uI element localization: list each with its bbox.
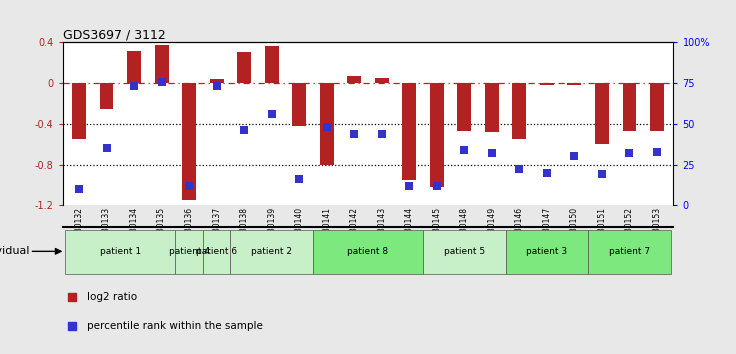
Text: individual: individual [0, 246, 29, 256]
Bar [595, 83, 609, 144]
Point [66, 295, 77, 300]
Text: GDS3697 / 3112: GDS3697 / 3112 [63, 28, 166, 41]
Point [210, 84, 222, 89]
Point [431, 183, 442, 189]
Point [101, 145, 113, 151]
Bar [430, 83, 444, 187]
Bar [540, 83, 553, 85]
Text: patient 6: patient 6 [196, 247, 237, 256]
Bar [66, 230, 175, 274]
Bar [512, 83, 526, 139]
Bar [458, 83, 471, 131]
Bar [375, 78, 389, 83]
Point [403, 183, 415, 189]
Text: patient 3: patient 3 [526, 247, 567, 256]
Bar [210, 79, 224, 83]
Point [128, 84, 140, 89]
Point [183, 183, 195, 189]
Point [596, 172, 608, 177]
Bar [155, 45, 169, 83]
Point [651, 149, 663, 154]
Point [541, 170, 553, 176]
Point [376, 131, 388, 137]
Point [156, 79, 168, 84]
Bar [230, 230, 313, 274]
Text: percentile rank within the sample: percentile rank within the sample [87, 321, 263, 331]
Bar [313, 230, 423, 274]
Text: patient 7: patient 7 [609, 247, 650, 256]
Bar [203, 230, 230, 274]
Bar [127, 51, 141, 83]
Bar [567, 83, 581, 85]
Point [266, 111, 277, 117]
Bar [292, 83, 306, 126]
Bar [99, 83, 113, 109]
Text: patient 2: patient 2 [251, 247, 292, 256]
Bar [403, 83, 416, 180]
Bar [265, 46, 278, 83]
Point [321, 124, 333, 130]
Point [623, 150, 635, 156]
Bar [623, 83, 637, 131]
Text: log2 ratio: log2 ratio [87, 292, 137, 302]
Point [486, 150, 498, 156]
Bar [175, 230, 203, 274]
Bar [237, 52, 251, 83]
Bar [650, 83, 664, 131]
Point [238, 127, 250, 133]
Point [514, 167, 526, 172]
Point [348, 131, 360, 137]
Point [66, 323, 77, 329]
Bar [320, 83, 333, 165]
Bar [72, 83, 86, 139]
Point [73, 186, 85, 192]
Point [568, 154, 580, 159]
Text: patient 5: patient 5 [444, 247, 485, 256]
Bar [423, 230, 506, 274]
Bar [347, 76, 361, 83]
Point [294, 176, 305, 182]
Bar [485, 83, 499, 132]
Bar [183, 83, 196, 200]
Point [459, 147, 470, 153]
Text: patient 1: patient 1 [100, 247, 141, 256]
Bar [588, 230, 670, 274]
Text: patient 4: patient 4 [169, 247, 210, 256]
Text: patient 8: patient 8 [347, 247, 389, 256]
Bar [506, 230, 588, 274]
